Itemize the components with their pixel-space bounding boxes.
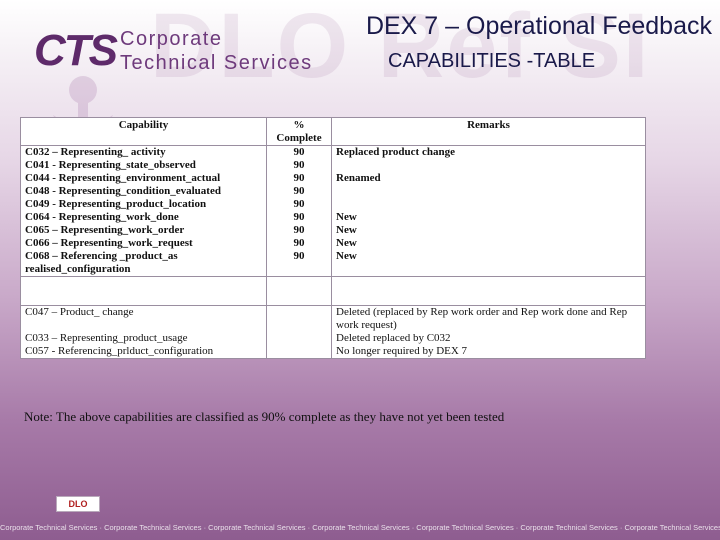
complete-list: 90 90 90 90 90 90 90 90 90 bbox=[266, 145, 332, 277]
remarks-cell: New bbox=[336, 224, 357, 236]
capability-cell: C048 - Representing_condition_evaluated bbox=[25, 185, 221, 197]
complete-cell: 90 bbox=[293, 237, 305, 249]
capability-cell: C057 - Referencing_prlduct_configuration bbox=[25, 345, 214, 357]
complete-cell: 90 bbox=[293, 146, 305, 158]
remarks-cell: Renamed bbox=[336, 172, 381, 184]
capability-cell: C047 – Product_ change bbox=[25, 306, 134, 318]
column-header-capability: Capability bbox=[20, 117, 267, 146]
background-watermark: DLO Ref SI bbox=[150, 0, 651, 97]
capabilities-group-2: C047 – Product_ change C033 – Representi… bbox=[20, 305, 646, 359]
remarks-cell: No longer required by DEX 7 bbox=[336, 345, 468, 357]
table-spacer-row bbox=[20, 276, 646, 306]
remarks-cell: New bbox=[336, 250, 357, 262]
remarks-list: Replaced product change Renamed New New … bbox=[331, 145, 646, 277]
complete-cell: 90 bbox=[293, 250, 305, 262]
column-header-remarks: Remarks bbox=[331, 117, 646, 146]
capability-list: C047 – Product_ change C033 – Representi… bbox=[20, 305, 267, 359]
complete-cell: 90 bbox=[293, 172, 305, 184]
remarks-list: Deleted (replaced by Rep work order and … bbox=[331, 305, 646, 359]
page-subtitle: CAPABILITIES -TABLE bbox=[388, 50, 596, 72]
complete-cell: 90 bbox=[293, 211, 305, 223]
dlo-badge-logo: DLO bbox=[56, 496, 100, 512]
complete-cell: 90 bbox=[293, 224, 305, 236]
remarks-cell: New bbox=[336, 211, 357, 223]
capability-cell: C065 – Representing_work_order bbox=[25, 224, 185, 236]
capabilities-table: Capability % Complete Remarks C032 – Rep… bbox=[20, 117, 646, 359]
footer-strip: Corporate Technical Services · Corporate… bbox=[0, 523, 720, 532]
capability-cell: C068 – Referencing _product_as realised_… bbox=[25, 250, 178, 275]
page-title: DEX 7 – Operational Feedback bbox=[365, 12, 712, 40]
complete-cell: 90 bbox=[293, 159, 305, 171]
capability-cell: C064 - Representing_work_done bbox=[25, 211, 179, 223]
capabilities-group-1: C032 – Representing_ activity C041 - Rep… bbox=[20, 145, 646, 277]
capability-cell: C033 – Representing_product_usage bbox=[25, 332, 188, 344]
footnote: Note: The above capabilities are classif… bbox=[24, 409, 505, 424]
remarks-cell: Deleted replaced by C032 bbox=[336, 332, 451, 344]
logo-mark: CTS bbox=[34, 26, 118, 75]
logo-text-line1: Corporate bbox=[120, 28, 223, 50]
complete-cell: 90 bbox=[293, 198, 305, 210]
capability-cell: C066 – Representing_work_request bbox=[25, 237, 193, 249]
capability-cell: C049 - Representing_product_location bbox=[25, 198, 207, 210]
remarks-cell bbox=[336, 159, 641, 172]
capability-cell: C041 - Representing_state_observed bbox=[25, 159, 196, 171]
remarks-cell: New bbox=[336, 237, 357, 249]
remarks-cell bbox=[336, 198, 641, 211]
complete-list bbox=[266, 305, 332, 359]
complete-cell: 90 bbox=[293, 185, 305, 197]
remarks-cell: Deleted (replaced by Rep work order and … bbox=[336, 306, 628, 331]
capability-cell: C044 - Representing_environment_actual bbox=[25, 172, 221, 184]
capability-list: C032 – Representing_ activity C041 - Rep… bbox=[20, 145, 267, 277]
table-header-row: Capability % Complete Remarks bbox=[20, 117, 646, 146]
capability-cell: C032 – Representing_ activity bbox=[25, 146, 166, 158]
remarks-cell: Replaced product change bbox=[336, 146, 455, 158]
logo-text-line2: Technical Services bbox=[120, 52, 313, 74]
remarks-cell bbox=[336, 185, 641, 198]
column-header-complete: % Complete bbox=[266, 117, 332, 146]
